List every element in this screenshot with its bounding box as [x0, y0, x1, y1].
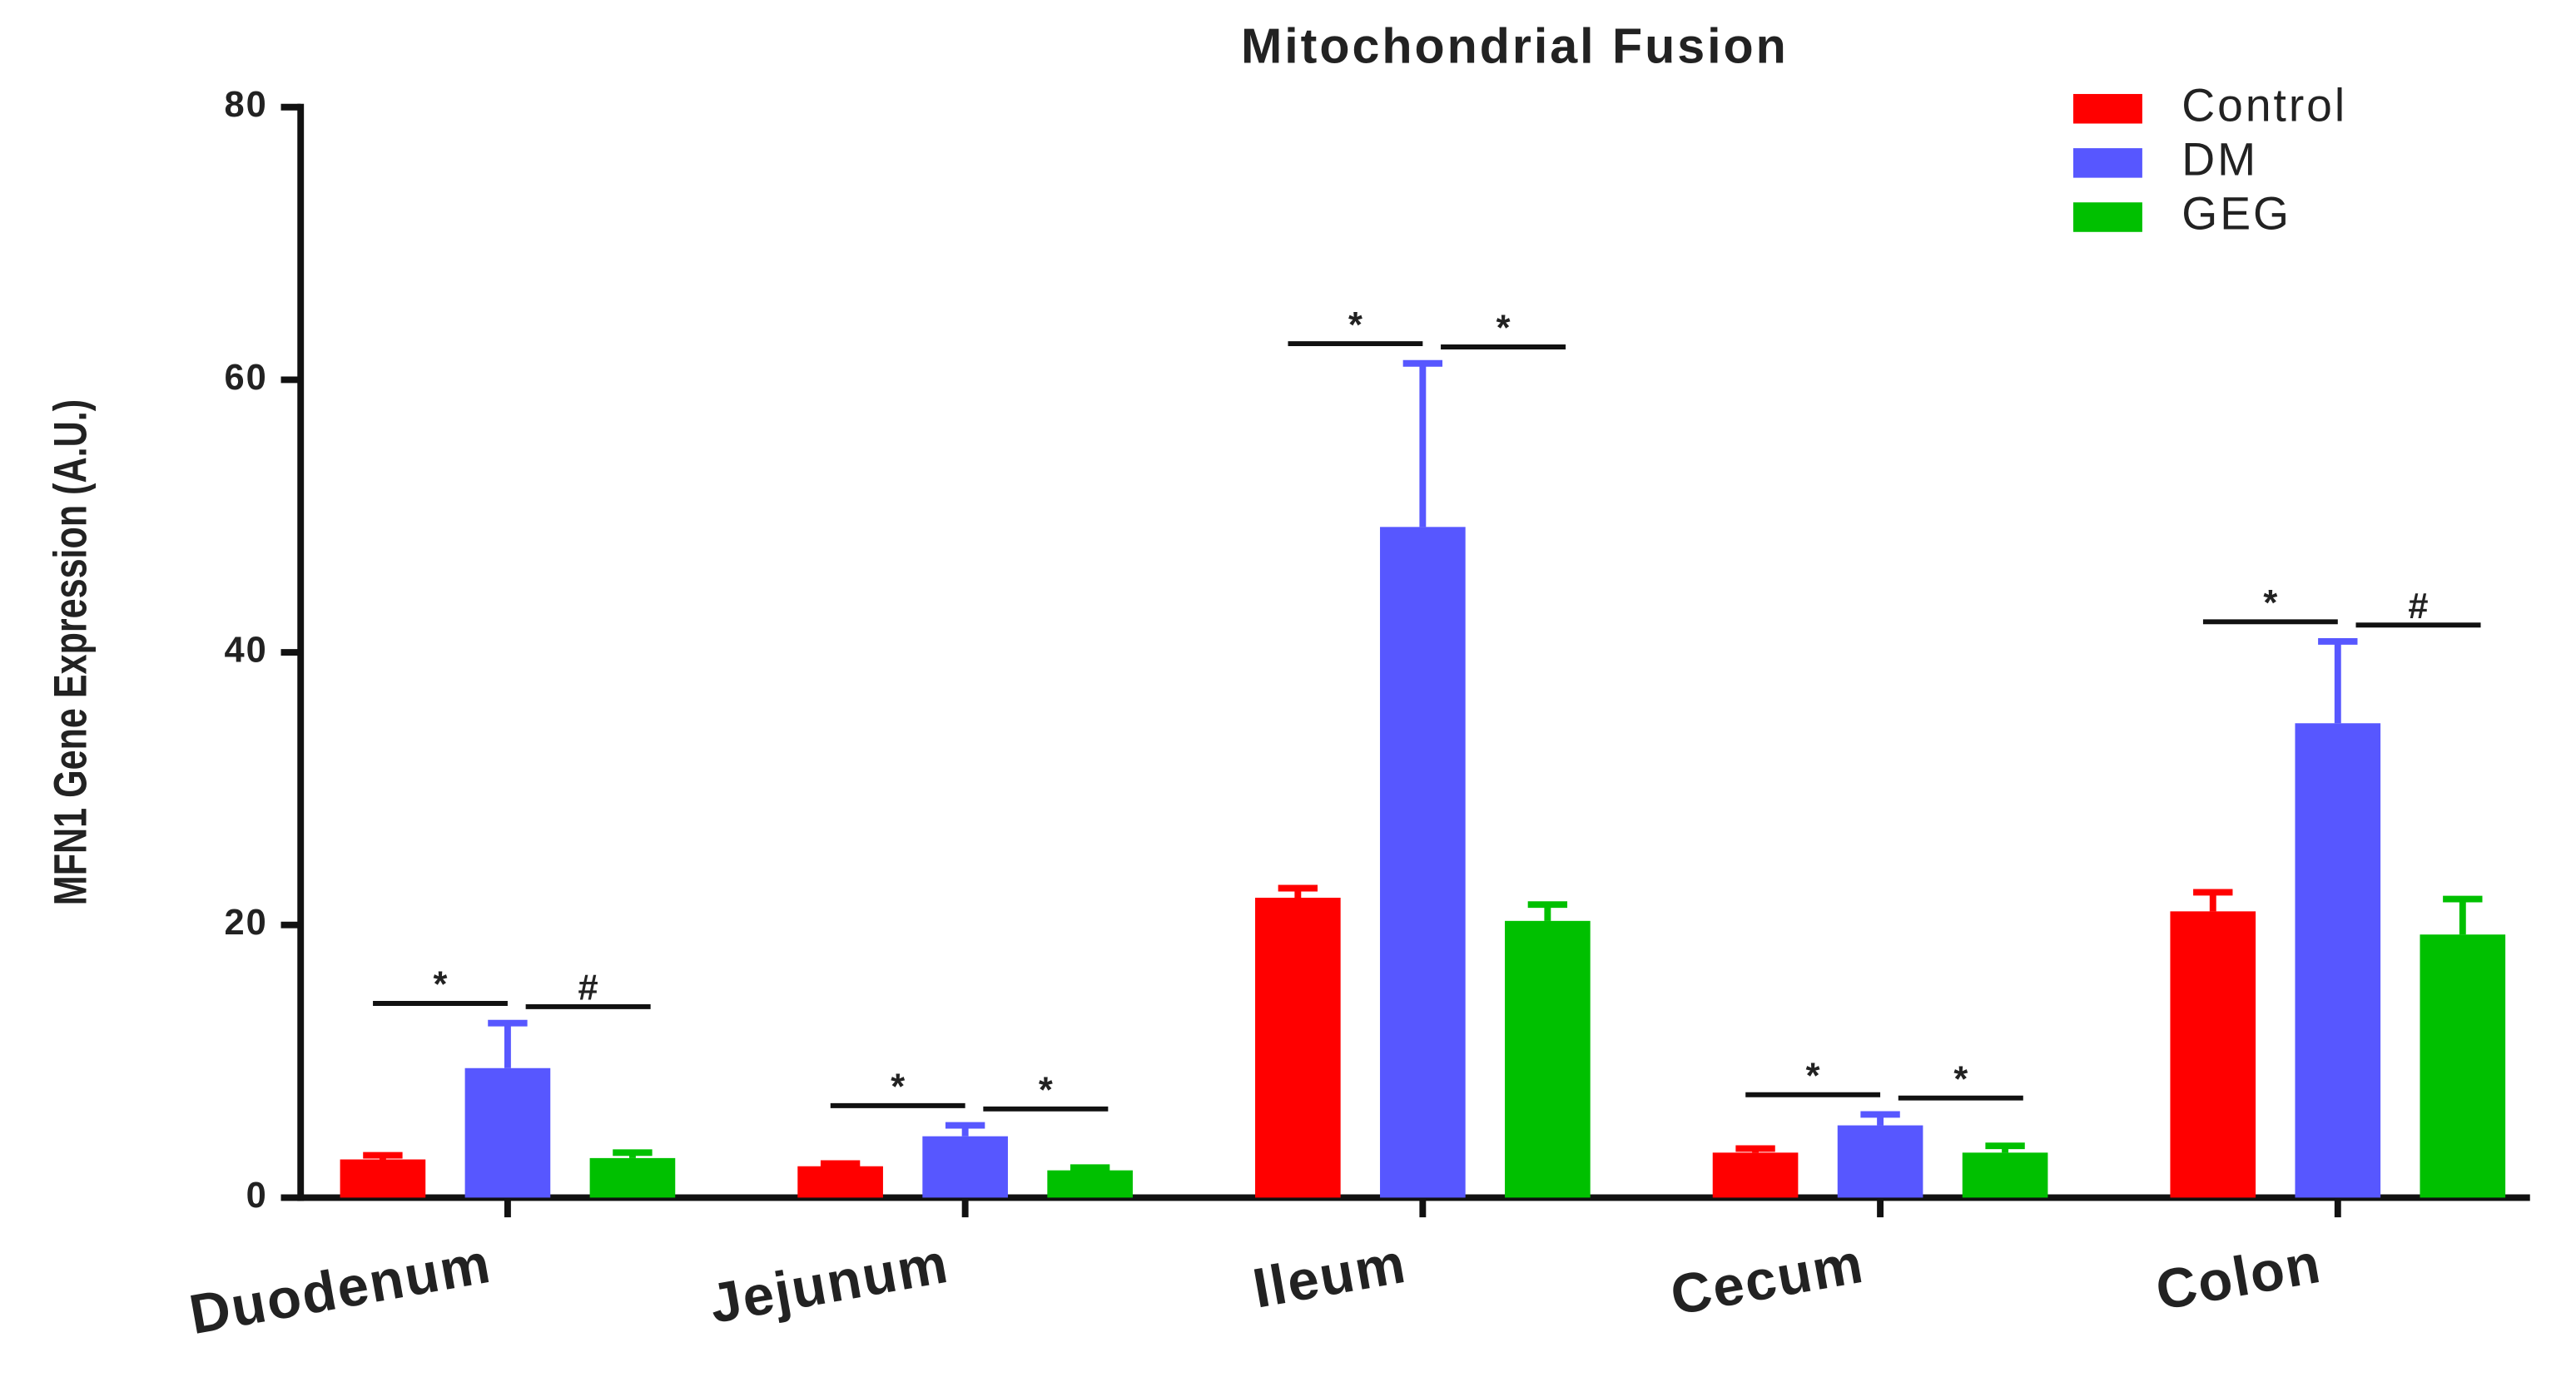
bar [2170, 911, 2256, 1198]
error-bar [1985, 1142, 2025, 1153]
significance-label: * [434, 965, 448, 1005]
error-bar [488, 1019, 528, 1068]
legend-swatch [2073, 202, 2142, 232]
y-tick-label: 0 [246, 1176, 268, 1216]
error-bar [820, 1160, 861, 1167]
significance-label: * [891, 1067, 905, 1107]
bar [797, 1166, 883, 1198]
bar [1380, 527, 1466, 1198]
bar [1962, 1152, 2048, 1198]
error-bar [1278, 884, 1318, 898]
legend-label: DM [2181, 133, 2258, 185]
bar [2420, 934, 2506, 1198]
bar [2295, 723, 2381, 1198]
x-tick-label: Colon [2152, 1232, 2326, 1323]
y-tick-label: 80 [225, 85, 268, 125]
error-bar [613, 1149, 653, 1158]
significance-label: * [1496, 309, 1511, 349]
error-bar [1070, 1164, 1110, 1171]
x-tick-label: Ileum [1248, 1232, 1411, 1320]
bar [1255, 897, 1341, 1198]
error-bar [2443, 895, 2483, 935]
error-bar [1860, 1111, 1900, 1126]
chart-title: Mitochondrial Fusion [1241, 17, 1789, 73]
bar [1837, 1125, 1923, 1198]
y-tick-label: 40 [225, 631, 268, 671]
y-tick-label: 20 [225, 903, 268, 943]
bar [589, 1157, 676, 1198]
significance-label: * [1953, 1059, 1968, 1099]
significance-label: * [2263, 583, 2277, 623]
significance-label: * [1348, 305, 1362, 345]
bar [1712, 1152, 1799, 1198]
bar [464, 1067, 551, 1198]
error-bar [2318, 638, 2358, 724]
bar [1047, 1170, 1133, 1198]
error-bar [2193, 889, 2233, 912]
bar [922, 1136, 1008, 1198]
legend-swatch [2073, 148, 2142, 178]
error-bar [1402, 359, 1443, 528]
legend-label: GEG [2181, 188, 2291, 240]
x-tick-label: Duodenum [185, 1232, 496, 1346]
x-tick-label: Cecum [1666, 1232, 1869, 1327]
error-bar [1735, 1145, 1775, 1153]
y-tick-label: 60 [225, 358, 268, 398]
error-bar [945, 1122, 985, 1137]
y-axis-label: MFN1 Gene Expression (A.U.) [44, 399, 96, 905]
bar [340, 1159, 426, 1198]
significance-label: * [1039, 1071, 1053, 1111]
legend-swatch [2073, 93, 2142, 124]
significance-label: * [1806, 1057, 1820, 1097]
error-bar [1527, 901, 1568, 921]
bar [1505, 920, 1591, 1198]
legend-label: Control [2181, 79, 2347, 131]
x-tick-label: Jejunum [705, 1232, 953, 1335]
significance-label: # [2408, 587, 2428, 627]
error-bar [363, 1152, 403, 1160]
significance-label: # [578, 968, 598, 1008]
